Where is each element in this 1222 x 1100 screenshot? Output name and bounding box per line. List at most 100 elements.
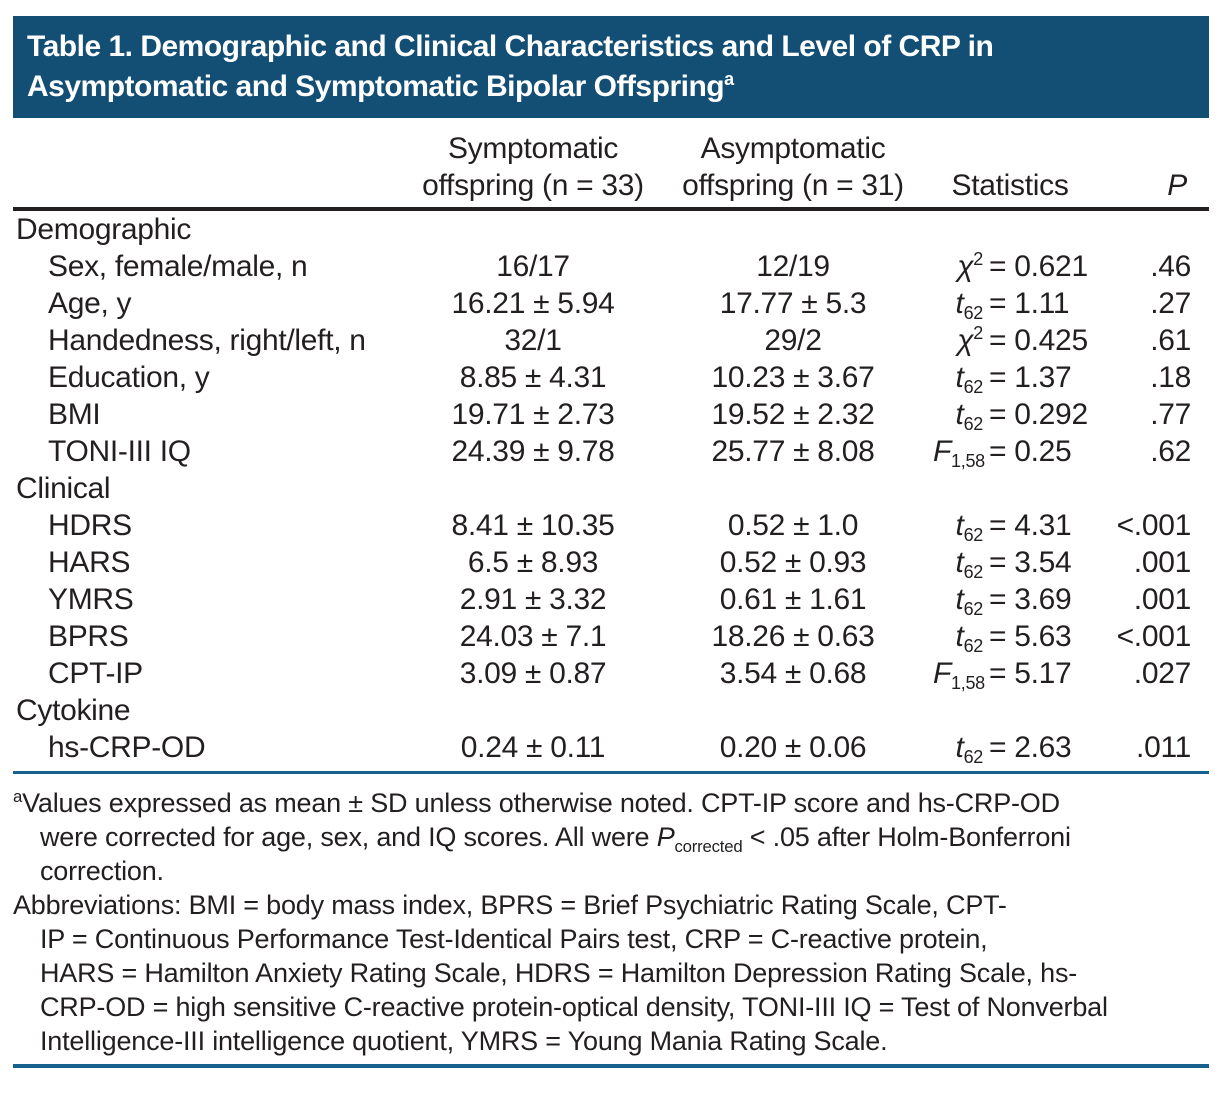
table-footnotes: aValues expressed as mean ± SD unless ot…	[13, 786, 1209, 1058]
stat-equation: = 5.63	[989, 619, 1072, 653]
column-header-statistics: Statistics	[933, 130, 1113, 204]
stat-term: F1,58	[933, 435, 985, 471]
stat-symbol: t	[955, 619, 964, 653]
asymptomatic-value: 0.52 ± 0.93	[719, 545, 867, 579]
stat-symbol: t	[955, 730, 964, 764]
stat-symbol: t	[955, 582, 964, 616]
statistic-value: t62 = 0.292	[933, 397, 1113, 433]
table-row-hs-crp-od: hs-CRP-OD 0.24 ± 0.11 0.20 ± 0.06 t62 = …	[13, 729, 1209, 766]
column-header-p: P	[1113, 130, 1209, 204]
stat-subscript: 62	[963, 598, 984, 619]
abbreviations-line2: IP = Continuous Performance Test-Identic…	[40, 924, 988, 954]
stat-subscript: 1,58	[951, 450, 985, 471]
row-label: TONI-III IQ	[48, 434, 191, 468]
abbreviations-note: Abbreviations: BMI = body mass index, BP…	[13, 888, 1209, 1058]
stat-symbol: F	[933, 656, 952, 690]
table-row-toni-iq: TONI-III IQ 24.39 ± 9.78 25.77 ± 8.08 F1…	[13, 433, 1209, 470]
footnote-a-line2: were corrected for age, sex, and IQ scor…	[13, 820, 1209, 856]
column-header-asymptomatic: Asymptomatic offspring (n = 31)	[653, 130, 933, 204]
stat-subscript: 62	[963, 524, 984, 545]
asymptomatic-header-line2: offspring (n = 31)	[682, 169, 904, 202]
row-label: BPRS	[48, 619, 129, 653]
stat-subscript: 62	[963, 746, 984, 767]
section-row-demographic: Demographic	[13, 211, 1209, 248]
footnote-p-symbol: P	[656, 822, 675, 852]
symptomatic-value: 0.24 ± 0.11	[460, 730, 606, 764]
abbreviations-line5: Intelligence-III intelligence quotient, …	[40, 1026, 888, 1056]
table-bottom-rule	[13, 771, 1209, 774]
footnote-a-line1: aValues expressed as mean ± SD unless ot…	[13, 786, 1209, 820]
stat-symbol: t	[955, 508, 964, 542]
asymptomatic-value: 19.52 ± 2.32	[711, 397, 875, 431]
stat-equation: = 1.37	[989, 360, 1072, 394]
symptomatic-value: 16.21 ± 5.94	[451, 286, 615, 320]
statistic-value: t62 = 1.11	[933, 286, 1113, 322]
symptomatic-value: 8.41 ± 10.35	[451, 508, 615, 542]
p-header-label: P	[1167, 169, 1187, 202]
stat-term: t62	[933, 730, 984, 767]
symptomatic-value: 6.5 ± 8.93	[467, 545, 599, 579]
title-footnote-marker: a	[724, 69, 734, 89]
asymptomatic-value: 12/19	[756, 249, 830, 283]
table-row-handedness: Handedness, right/left, n 32/1 29/2 χ2 =…	[13, 322, 1209, 359]
statistic-value: t62 = 2.63	[933, 730, 1113, 767]
stat-term: F1,58	[933, 656, 985, 693]
symptomatic-value: 32/1	[504, 323, 562, 357]
row-label: hs-CRP-OD	[48, 730, 206, 764]
asymptomatic-value: 10.23 ± 3.67	[711, 360, 875, 394]
statistics-header-label: Statistics	[951, 169, 1069, 202]
row-label: Education, y	[48, 360, 210, 394]
statistic-value: t62 = 3.69	[933, 582, 1113, 619]
footnote-a-marker: a	[13, 787, 23, 806]
p-value: .001	[1133, 582, 1192, 616]
stat-equation: = 3.69	[989, 582, 1072, 616]
p-value: <.001	[1116, 508, 1192, 542]
stat-symbol: χ	[957, 249, 974, 283]
statistic-value: F1,58 = 5.17	[933, 656, 1113, 693]
p-value: .62	[1150, 434, 1191, 468]
symptomatic-header-line2: offspring (n = 33)	[422, 169, 644, 202]
footnote-a-text2-post: < .05 after Holm-Bonferroni	[742, 822, 1071, 852]
section-row-cytokine: Cytokine	[13, 692, 1209, 729]
section-label: Demographic	[16, 212, 192, 246]
stat-equation: = 0.621	[989, 249, 1088, 283]
table-row-hdrs: HDRS 8.41 ± 10.35 0.52 ± 1.0 t62 = 4.31 …	[13, 507, 1209, 544]
stat-symbol: t	[955, 360, 964, 394]
table-row-age: Age, y 16.21 ± 5.94 17.77 ± 5.3 t62 = 1.…	[13, 285, 1209, 322]
stat-term: t62	[933, 582, 984, 619]
footnote-p-subscript: corrected	[674, 837, 743, 856]
footnote-a-text1: Values expressed as mean ± SD unless oth…	[22, 788, 1060, 818]
table-row-sex: Sex, female/male, n 16/17 12/19 χ2 = 0.6…	[13, 248, 1209, 285]
table-title-text2: Asymptomatic and Symptomatic Bipolar Off…	[27, 70, 725, 103]
row-label: YMRS	[48, 582, 134, 616]
p-value: .027	[1133, 656, 1192, 690]
stat-subscript: 1,58	[951, 672, 985, 693]
table-row-bmi: BMI 19.71 ± 2.73 19.52 ± 2.32 t62 = 0.29…	[13, 396, 1209, 433]
stat-superscript: 2	[973, 322, 983, 343]
symptomatic-value: 24.39 ± 9.78	[451, 434, 615, 468]
asymptomatic-value: 3.54 ± 0.68	[719, 656, 867, 690]
table-row-ymrs: YMRS 2.91 ± 3.32 0.61 ± 1.61 t62 = 3.69 …	[13, 581, 1209, 618]
p-value: .27	[1150, 286, 1191, 320]
table-title-line1: Table 1. Demographic and Clinical Charac…	[27, 27, 1195, 67]
asymptomatic-header-line1: Asymptomatic	[700, 132, 886, 165]
row-label: BMI	[48, 397, 101, 431]
stat-equation: = 0.292	[989, 397, 1088, 431]
table-row-cpt-ip: CPT-IP 3.09 ± 0.87 3.54 ± 0.68 F1,58 = 5…	[13, 655, 1209, 692]
stat-term: χ2	[933, 324, 983, 358]
symptomatic-header-line1: Symptomatic	[447, 132, 619, 165]
row-label: HDRS	[48, 508, 132, 542]
stat-equation: = 4.31	[989, 508, 1072, 542]
table-title-line2: Asymptomatic and Symptomatic Bipolar Off…	[27, 67, 1195, 107]
stat-equation: = 1.11	[989, 286, 1070, 320]
asymptomatic-value: 25.77 ± 8.08	[711, 434, 875, 468]
asymptomatic-value: 29/2	[764, 323, 822, 357]
stat-term: t62	[933, 398, 984, 433]
symptomatic-value: 2.91 ± 3.32	[459, 582, 607, 616]
footnote-a-line3: correction.	[40, 856, 164, 886]
table-figure: Table 1. Demographic and Clinical Charac…	[13, 16, 1209, 1068]
row-label: Sex, female/male, n	[48, 249, 308, 283]
stat-equation: = 3.54	[989, 545, 1072, 579]
stat-term: t62	[933, 546, 984, 581]
p-value: .61	[1150, 323, 1191, 357]
